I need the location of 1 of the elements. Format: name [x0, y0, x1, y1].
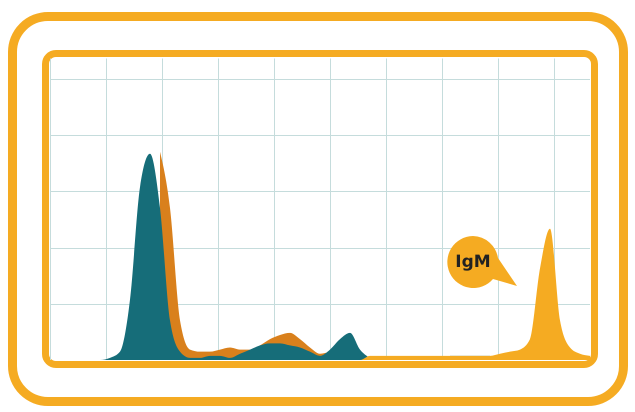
- annotation: IgM: [454, 251, 492, 274]
